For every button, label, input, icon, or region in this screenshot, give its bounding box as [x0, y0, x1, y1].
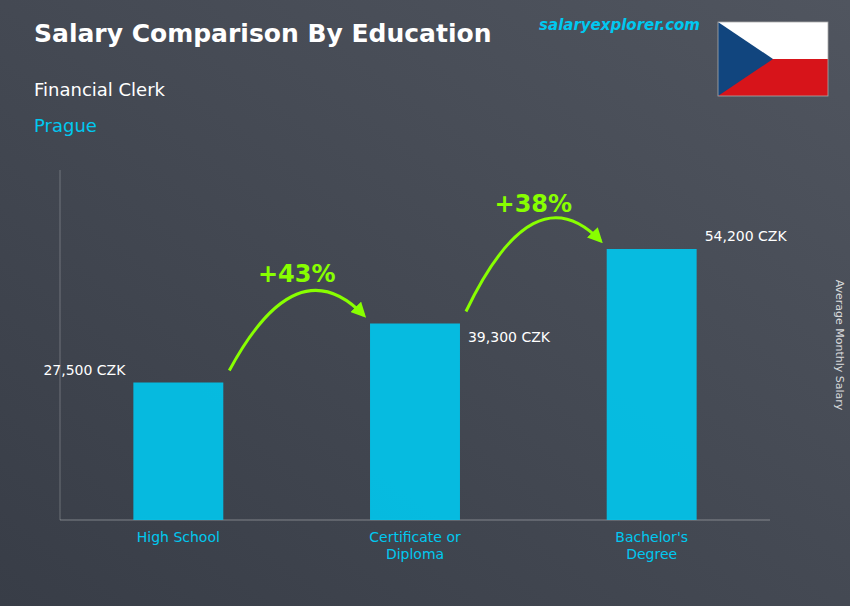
- subtitle: Prague: [34, 115, 97, 136]
- value-label: 27,500 CZK: [43, 362, 126, 378]
- category-label-line: Diploma: [386, 546, 444, 562]
- growth-arrow: [466, 218, 601, 312]
- subtitle: Financial Clerk: [34, 79, 166, 100]
- growth-label: +43%: [258, 260, 336, 288]
- y-axis-label: Average Monthly Salary: [833, 280, 846, 411]
- bar: [607, 249, 697, 520]
- flag-border: [718, 22, 828, 96]
- category-label-line: Bachelor's: [615, 529, 688, 545]
- growth-arrow: [229, 290, 364, 370]
- title: Salary Comparison By Education: [34, 19, 491, 48]
- category-label-line: Certificate or: [369, 529, 461, 545]
- category-label-line: High School: [137, 529, 220, 545]
- flag-blue: [718, 22, 773, 96]
- growth-label: +38%: [495, 190, 573, 218]
- chart-container: High School Certificate orDiploma Bachelor…: [0, 0, 850, 606]
- source: salaryexplorer.com: [539, 16, 700, 34]
- flag: [718, 22, 828, 96]
- category-label-line: Degree: [626, 546, 677, 562]
- category-label: High School: [137, 529, 220, 545]
- value-label: 39,300 CZK: [468, 329, 551, 345]
- bar: [133, 383, 223, 521]
- y-axis-line: [60, 170, 61, 520]
- chart-svg: High School Certificate orDiploma Bachelor…: [0, 0, 850, 606]
- bars: [133, 249, 696, 520]
- value-label: 54,200 CZK: [705, 228, 788, 244]
- category-label: Bachelor'sDegree: [615, 529, 688, 562]
- bar: [370, 324, 460, 521]
- category-label: Certificate orDiploma: [369, 529, 461, 562]
- background: [0, 0, 850, 606]
